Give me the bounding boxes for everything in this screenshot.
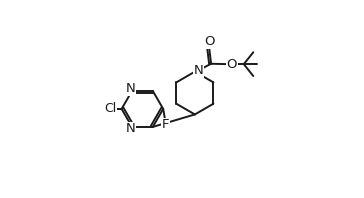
Text: O: O — [204, 35, 214, 49]
Text: F: F — [161, 118, 169, 131]
Text: N: N — [194, 64, 203, 77]
Text: N: N — [126, 122, 135, 135]
Text: O: O — [227, 58, 237, 71]
Text: N: N — [126, 82, 135, 95]
Text: Cl: Cl — [104, 102, 116, 115]
